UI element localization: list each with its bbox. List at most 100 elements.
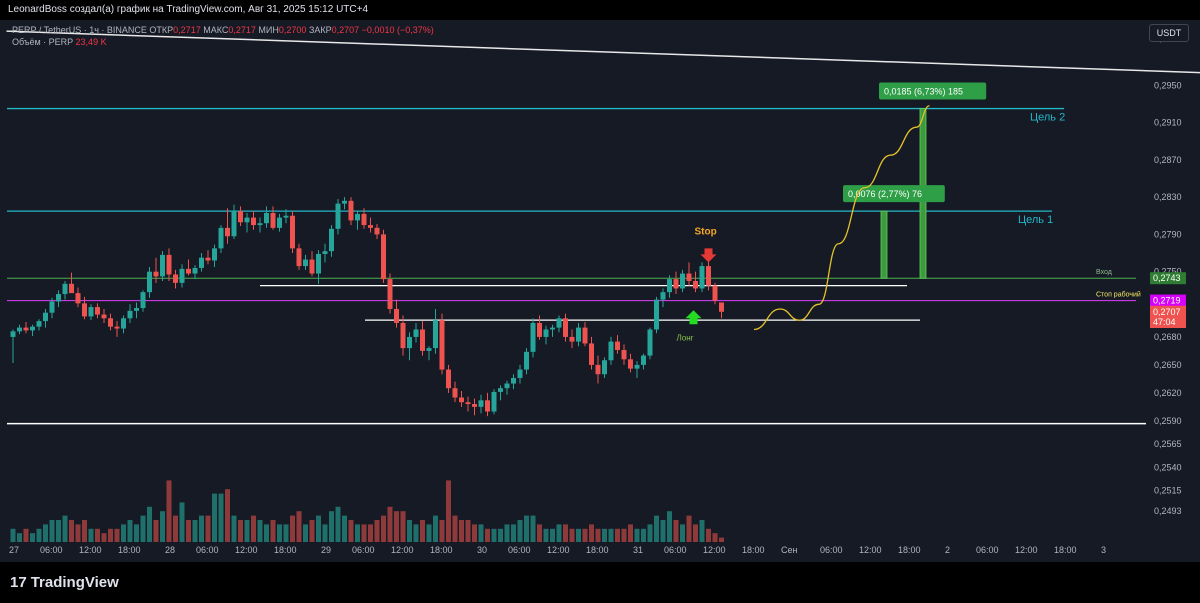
y-axis-tick: 0,2950: [1154, 80, 1182, 90]
volume-bar: [426, 524, 432, 542]
candle-body: [30, 326, 35, 331]
volume-bar: [290, 515, 295, 542]
candle-body: [296, 248, 302, 267]
y-axis-tick: 0,2493: [1154, 506, 1182, 516]
volume-bar: [49, 520, 55, 542]
volume-bar: [693, 524, 698, 542]
y-axis-tick: 0,2910: [1154, 118, 1182, 128]
candle-body: [719, 302, 724, 312]
price-label: 0,2707: [1153, 307, 1181, 317]
volume-bar: [582, 528, 588, 542]
volume-bar: [615, 528, 620, 542]
candle-body: [667, 279, 672, 293]
volume-bar: [550, 528, 555, 542]
volume-bar: [257, 520, 263, 542]
volume-bar: [686, 515, 692, 542]
candle-body: [706, 266, 711, 286]
candle-body: [712, 285, 718, 301]
candle-body: [218, 227, 224, 249]
candle-body: [231, 211, 237, 237]
candle-body: [108, 318, 113, 327]
candle-body: [127, 310, 133, 319]
volume-bar: [394, 511, 399, 542]
candle-body: [595, 364, 601, 375]
candle-body: [634, 364, 640, 369]
volume-bar: [517, 520, 523, 542]
volume-bar: [186, 520, 191, 542]
volume-bar: [621, 528, 627, 542]
volume-bar: [283, 524, 289, 542]
tradingview-logo[interactable]: 17 TradingView: [10, 574, 119, 591]
volume-bar: [270, 520, 276, 542]
candle-body: [420, 329, 425, 351]
volume-bar: [140, 515, 146, 542]
candle-body: [121, 318, 126, 329]
volume-bar: [264, 524, 269, 542]
x-axis-tick: 06:00: [352, 545, 375, 555]
candle-body: [140, 292, 146, 309]
candle-body: [660, 292, 666, 300]
volume-bar: [400, 511, 406, 542]
candle-body: [426, 348, 432, 351]
x-axis-tick: 12:00: [859, 545, 882, 555]
volume-bar: [667, 511, 672, 542]
volume-bar: [127, 520, 133, 542]
x-axis-tick: 12:00: [703, 545, 726, 555]
volume-bar: [95, 528, 100, 542]
volume-bar: [511, 524, 516, 542]
x-axis-tick: 06:00: [976, 545, 999, 555]
currency-button[interactable]: USDT: [1149, 24, 1189, 42]
chart-area[interactable]: Цель 2 Цель 1 Вход Стоп рабочий 0,0185 (6,73…: [0, 20, 1200, 562]
volume-bar: [446, 480, 451, 542]
volume-bar: [478, 524, 484, 542]
volume-bar: [439, 520, 445, 542]
candle-body: [69, 283, 74, 294]
chart-caption: LeonardBoss создал(а) график на TradingV…: [8, 4, 369, 15]
volume-bar: [231, 515, 237, 542]
symbol-line: PERP / TetherUS · 1ч · BINANCE: [12, 25, 147, 35]
measure-label-bg: [879, 82, 987, 100]
volume-bar: [719, 537, 724, 542]
level-label-target: Цель 1: [1018, 214, 1053, 226]
candle-body: [153, 271, 159, 277]
level-label-stop: Стоп рабочий: [1096, 291, 1141, 299]
candle-body: [316, 253, 321, 274]
candle-body: [491, 391, 497, 412]
tradingview-logo-text: TradingView: [30, 574, 119, 591]
projection-curve: [753, 105, 930, 331]
y-axis-tick: 0,2680: [1154, 332, 1182, 342]
volume-bar: [101, 533, 107, 542]
volume-bar: [537, 524, 542, 542]
y-axis-tick: 0,2620: [1154, 388, 1182, 398]
candle-body: [478, 400, 484, 407]
level-label-entry: Вход: [1096, 269, 1112, 276]
volume-bar: [69, 520, 74, 542]
candle-body: [179, 268, 185, 283]
candle-body: [439, 320, 445, 370]
candle-body: [166, 254, 172, 275]
candlestick-chart[interactable]: Цель 2 Цель 1 Вход Стоп рабочий 0,0185 (6,73…: [0, 20, 1200, 562]
stop-arrow-icon: [700, 248, 717, 263]
candle-body: [361, 213, 367, 226]
volume-bar: [485, 528, 490, 542]
measure-label: 0,0076 (2,77%) 76: [848, 189, 922, 199]
candle-body: [589, 343, 594, 365]
volume-bar: [368, 524, 373, 542]
price-label: 0,2719: [1153, 296, 1181, 306]
symbol-legend-row: PERP / TetherUS · 1ч · BINANCE ОТКР0,271…: [12, 24, 434, 36]
volume-bar: [10, 528, 16, 542]
volume-bar: [472, 524, 477, 542]
candle-body: [264, 212, 269, 224]
volume-bar: [374, 520, 380, 542]
x-axis-tick: 12:00: [79, 545, 102, 555]
candle-body: [114, 326, 120, 329]
x-axis-tick: 18:00: [742, 545, 765, 555]
volume-bar: [238, 520, 243, 542]
candle-body: [647, 329, 653, 356]
volume-bar: [491, 528, 497, 542]
candle-body: [199, 257, 204, 268]
x-axis-tick: 18:00: [274, 545, 297, 555]
x-axis-tick: 12:00: [235, 545, 258, 555]
candle-body: [524, 351, 529, 370]
candle-body: [693, 281, 698, 289]
